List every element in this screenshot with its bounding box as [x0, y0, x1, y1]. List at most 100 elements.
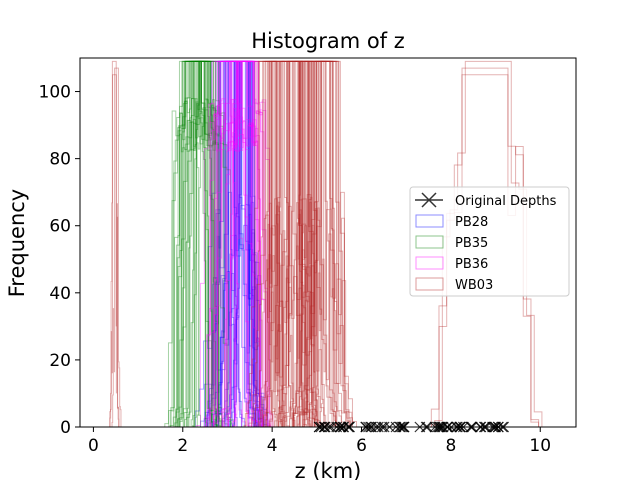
- histogram-outline: [232, 60, 264, 427]
- histogram-outline: [314, 60, 337, 427]
- legend-item-original-depths: Original Depths: [415, 192, 557, 209]
- histogram-outline: [263, 60, 319, 427]
- histogram-outline: [256, 60, 278, 427]
- histogram-outline: [175, 60, 229, 427]
- histogram-outline: [258, 60, 308, 427]
- histogram-outline: [295, 60, 315, 427]
- histogram-outline: [202, 60, 256, 427]
- histogram-outline: [210, 60, 264, 427]
- histogram-outline: [178, 60, 217, 427]
- histogram-outline: [227, 60, 272, 427]
- histogram-outline: [299, 60, 353, 427]
- histogram-outline: [207, 60, 265, 427]
- histogram-outline: [314, 60, 338, 427]
- y-tick-label: 20: [49, 351, 71, 371]
- histogram-outline: [319, 60, 339, 427]
- axes: 0 2 4 6 8 10 0 20 40 60 80 100: [39, 83, 552, 456]
- histogram-outline: [307, 60, 339, 427]
- histogram-outline: [174, 60, 223, 427]
- series-pb36: [196, 60, 274, 427]
- histogram-outline: [213, 60, 238, 427]
- histogram-outline: [207, 60, 245, 427]
- x-tick-label: 6: [356, 436, 367, 456]
- legend-label: PB35: [455, 236, 488, 251]
- legend-item-wb03: WB03: [415, 277, 493, 293]
- histogram-outline: [226, 60, 263, 427]
- histogram-outline: [228, 60, 261, 427]
- histogram-outline: [283, 60, 319, 427]
- histogram-outline: [280, 60, 310, 427]
- histogram-outline: [430, 67, 540, 427]
- histogram-outline: [264, 60, 293, 427]
- histogram-outline: [251, 60, 278, 427]
- histogram-outline: [168, 60, 216, 427]
- histogram-outline: [228, 60, 264, 427]
- plot-area: [79, 57, 577, 433]
- y-tick-label: 0: [60, 418, 71, 438]
- histogram-outline: [229, 60, 260, 427]
- histogram-outline: [289, 60, 312, 427]
- histogram-outline: [262, 60, 283, 427]
- histogram-outline: [263, 60, 314, 427]
- histogram-outline: [301, 60, 337, 427]
- histogram-outline: [293, 60, 318, 427]
- histogram-outline: [221, 60, 250, 427]
- histogram-outline: [196, 60, 221, 427]
- histogram-outline: [217, 60, 242, 427]
- histogram-outline: [204, 60, 243, 427]
- histogram-outline: [177, 60, 232, 427]
- histogram-outline: [210, 60, 263, 427]
- histogram-outline: [221, 60, 268, 427]
- histogram-outline: [218, 60, 243, 427]
- histogram-outline: [175, 60, 209, 427]
- x-tick-label: 2: [177, 436, 188, 456]
- series-wb03: [109, 60, 543, 427]
- histogram-outline: [109, 74, 120, 427]
- histogram-outline: [213, 60, 269, 427]
- histogram-outline: [226, 60, 260, 427]
- histogram-outline: [212, 60, 238, 427]
- histogram-outline: [221, 60, 274, 427]
- histogram-outline: [299, 60, 351, 427]
- histogram-outline: [109, 60, 120, 427]
- histogram-outline: [293, 60, 316, 427]
- histogram-outline: [222, 60, 255, 427]
- x-tick-label: 10: [529, 436, 551, 456]
- histogram-outline: [248, 60, 307, 427]
- x-axis-label: z (km): [295, 459, 362, 480]
- histogram-outline: [253, 60, 274, 427]
- histogram-outline: [304, 60, 353, 427]
- histogram-outline: [174, 60, 211, 427]
- histogram-outline: [264, 60, 285, 427]
- histogram-outline: [191, 60, 219, 427]
- histogram-outline: [188, 60, 221, 427]
- histogram-outline: [213, 60, 260, 427]
- legend-item-pb28: PB28: [415, 214, 488, 230]
- histogram-outline: [244, 60, 290, 427]
- histogram-outline: [265, 60, 286, 427]
- histogram-outline: [274, 60, 296, 427]
- histogram-outline: [186, 60, 208, 427]
- histogram-outline: [164, 60, 217, 427]
- histogram-outline: [205, 60, 254, 427]
- histogram-outline: [209, 60, 253, 427]
- histogram-outline: [278, 60, 313, 427]
- histogram-outline: [268, 60, 317, 427]
- y-axis-label: Frequency: [5, 189, 29, 298]
- histogram-outline: [277, 60, 328, 427]
- histogram-outline: [232, 60, 258, 427]
- histogram-outline: [224, 60, 259, 427]
- legend-item-pb35: PB35: [415, 235, 488, 251]
- histogram-outline: [194, 60, 254, 427]
- histogram-outline: [269, 60, 312, 427]
- chart-title: Histogram of z: [251, 29, 405, 53]
- histogram-outline: [267, 60, 312, 427]
- histogram-outline: [221, 60, 257, 427]
- histogram-outline: [185, 60, 232, 427]
- histogram-outline: [177, 60, 212, 427]
- histogram-outline: [286, 60, 334, 427]
- histogram-outline: [218, 60, 264, 427]
- legend-label: PB28: [455, 215, 488, 230]
- histogram-outline: [208, 60, 249, 427]
- histogram-outline: [278, 60, 306, 427]
